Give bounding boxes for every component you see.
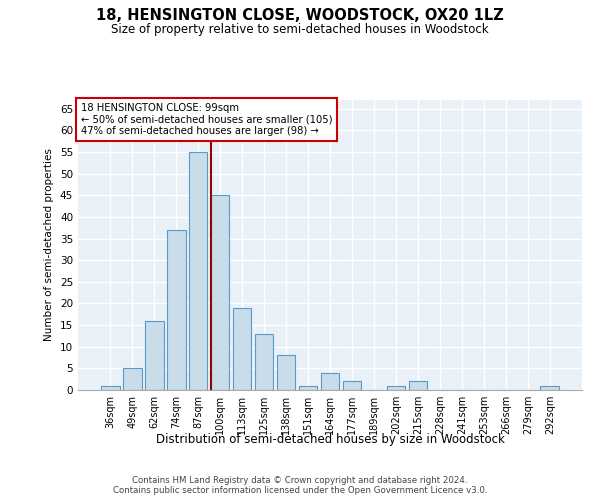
- Bar: [167, 230, 185, 390]
- Bar: [277, 356, 295, 390]
- Bar: [145, 320, 164, 390]
- Text: 18 HENSINGTON CLOSE: 99sqm
← 50% of semi-detached houses are smaller (105)
47% o: 18 HENSINGTON CLOSE: 99sqm ← 50% of semi…: [80, 103, 332, 136]
- Bar: [320, 372, 340, 390]
- Bar: [233, 308, 251, 390]
- Bar: [211, 195, 229, 390]
- Bar: [255, 334, 274, 390]
- Text: Size of property relative to semi-detached houses in Woodstock: Size of property relative to semi-detach…: [111, 22, 489, 36]
- Bar: [299, 386, 317, 390]
- Bar: [101, 386, 119, 390]
- Bar: [343, 382, 361, 390]
- Bar: [123, 368, 142, 390]
- Text: 18, HENSINGTON CLOSE, WOODSTOCK, OX20 1LZ: 18, HENSINGTON CLOSE, WOODSTOCK, OX20 1L…: [96, 8, 504, 22]
- Bar: [409, 382, 427, 390]
- Text: Contains HM Land Registry data © Crown copyright and database right 2024.
Contai: Contains HM Land Registry data © Crown c…: [113, 476, 487, 495]
- Bar: [541, 386, 559, 390]
- Text: Distribution of semi-detached houses by size in Woodstock: Distribution of semi-detached houses by …: [155, 432, 505, 446]
- Y-axis label: Number of semi-detached properties: Number of semi-detached properties: [44, 148, 55, 342]
- Bar: [386, 386, 405, 390]
- Bar: [189, 152, 208, 390]
